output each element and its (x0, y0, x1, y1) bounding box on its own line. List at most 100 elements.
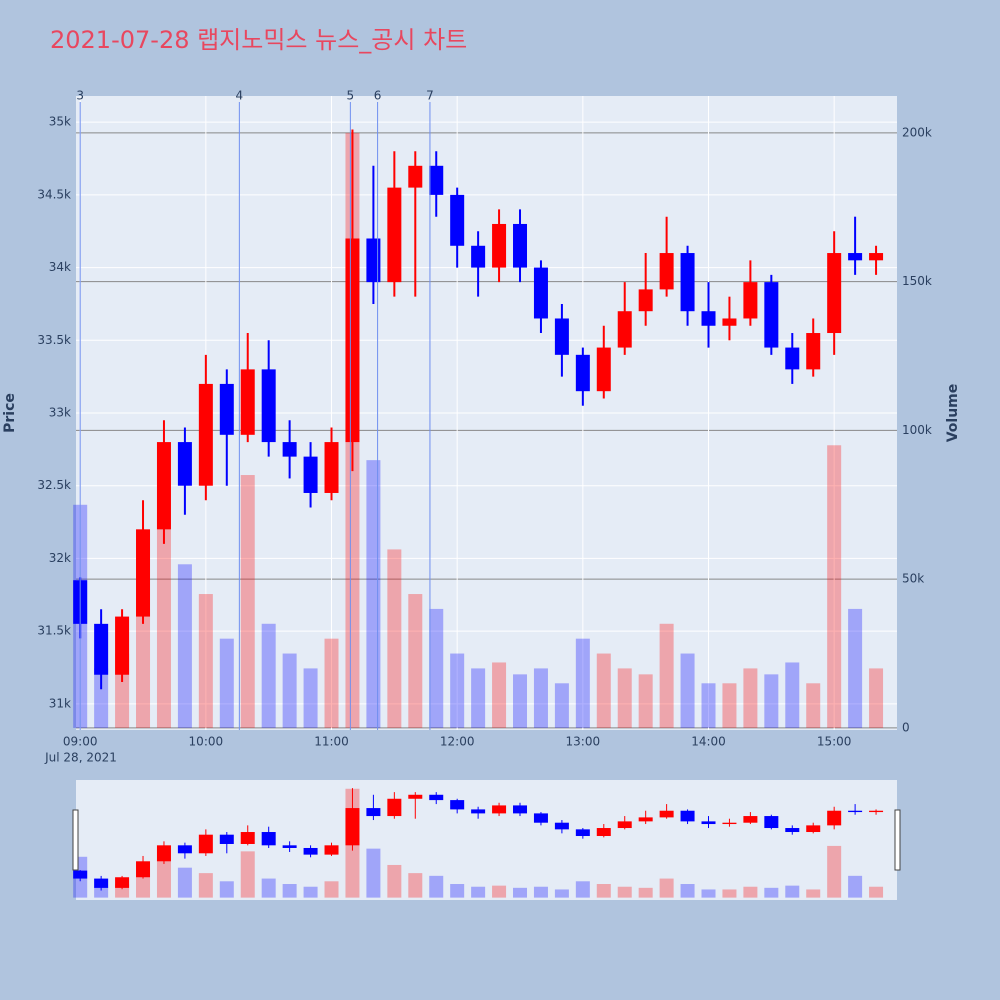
volume-bar (596, 653, 611, 728)
candle-body (240, 832, 255, 844)
volume-bar (156, 859, 171, 898)
volume-bar (136, 875, 151, 898)
y-tick-label: 31k (49, 696, 71, 710)
candle-body (806, 825, 821, 833)
candle-body (513, 805, 528, 814)
candle-body (429, 794, 444, 801)
slider-handle[interactable] (72, 809, 79, 871)
candle-body (136, 529, 151, 617)
y-axis-title: Price (2, 393, 18, 433)
candle-body (387, 798, 402, 817)
volume-bar (177, 867, 192, 898)
chart-title: 2021-07-28 랩지노믹스 뉴스_공시 차트 (50, 26, 467, 54)
volume-bar (450, 653, 465, 728)
volume-bar (533, 886, 548, 898)
candle-body (743, 816, 758, 823)
volume-bar (701, 889, 716, 898)
news-label: 7 (426, 89, 434, 103)
volume-bar (429, 608, 444, 728)
volume-bar (554, 683, 569, 728)
candle-body (408, 165, 423, 188)
candle-body (408, 794, 423, 799)
volume-bar (219, 638, 234, 728)
y-tick-label: 31.5k (37, 624, 71, 638)
volume-bar (324, 881, 339, 898)
volume-bar (282, 653, 297, 728)
volume-bar (869, 668, 884, 728)
x-tick-label: 09:00 (63, 735, 98, 749)
candle-body (575, 354, 590, 392)
candle-body (94, 878, 109, 888)
volume-bar (659, 623, 674, 728)
candle-body (73, 870, 88, 879)
volume-bar (136, 608, 151, 728)
candle-body (533, 267, 548, 319)
y2-tick-label: 150k (902, 274, 932, 288)
candle-body (324, 845, 339, 855)
volume-bar (827, 445, 842, 728)
volume-bar (785, 662, 800, 728)
volume-bar (198, 594, 213, 728)
volume-bar (324, 638, 339, 728)
x-tick-label: 13:00 (566, 735, 601, 749)
volume-bar (806, 683, 821, 728)
volume-bar (617, 668, 632, 728)
candle-body (743, 282, 758, 319)
candle-body (806, 333, 821, 370)
candle-body (827, 810, 842, 826)
x-tick-label: 11:00 (314, 735, 349, 749)
volume-bar (785, 885, 800, 898)
candle-body (450, 800, 465, 810)
y2-tick-label: 100k (902, 423, 932, 437)
news-label: 4 (236, 89, 244, 103)
candle-body (471, 245, 486, 268)
y-tick-label: 33k (49, 406, 71, 420)
y2-tick-label: 0 (902, 720, 910, 734)
y2-axis-title: Volume (945, 384, 961, 443)
volume-bar (513, 674, 528, 728)
volume-bar (701, 683, 716, 728)
candle-body (303, 847, 318, 855)
volume-bar (659, 878, 674, 898)
candle-body (638, 289, 653, 312)
candle-body (177, 442, 192, 486)
volume-bar (94, 668, 109, 728)
volume-bar (492, 885, 507, 898)
candle-body (198, 834, 213, 854)
candle-body (115, 877, 130, 888)
candle-body (366, 808, 381, 817)
x-tick-label: 12:00 (440, 735, 475, 749)
candle-body (638, 817, 653, 822)
volume-bar (94, 886, 109, 898)
volume-bar (638, 674, 653, 728)
candle-body (136, 861, 151, 878)
candle-body (282, 442, 297, 457)
candle-body (722, 822, 737, 825)
candle-body (198, 383, 213, 486)
candle-body (303, 456, 318, 493)
volume-bar (848, 608, 863, 728)
volume-bar (680, 653, 695, 728)
y-tick-label: 32.5k (37, 478, 71, 492)
volume-bar (554, 889, 569, 898)
candle-body (596, 828, 611, 837)
candle-body (785, 828, 800, 833)
volume-bar (869, 886, 884, 898)
candle-body (387, 187, 402, 283)
candle-body (240, 369, 255, 435)
y2-tick-label: 50k (902, 572, 924, 586)
candle-body (869, 253, 884, 261)
candle-body (324, 442, 339, 493)
volume-bar (722, 889, 737, 898)
y-tick-label: 35k (49, 115, 71, 129)
candle-body (492, 805, 507, 814)
y-tick-label: 34k (49, 260, 71, 274)
volume-bar (471, 886, 486, 898)
volume-bar (408, 594, 423, 728)
volume-bar (533, 668, 548, 728)
candle-body (680, 253, 695, 312)
candle-body (848, 253, 863, 261)
volume-bar (303, 886, 318, 898)
slider-handle[interactable] (894, 809, 901, 871)
